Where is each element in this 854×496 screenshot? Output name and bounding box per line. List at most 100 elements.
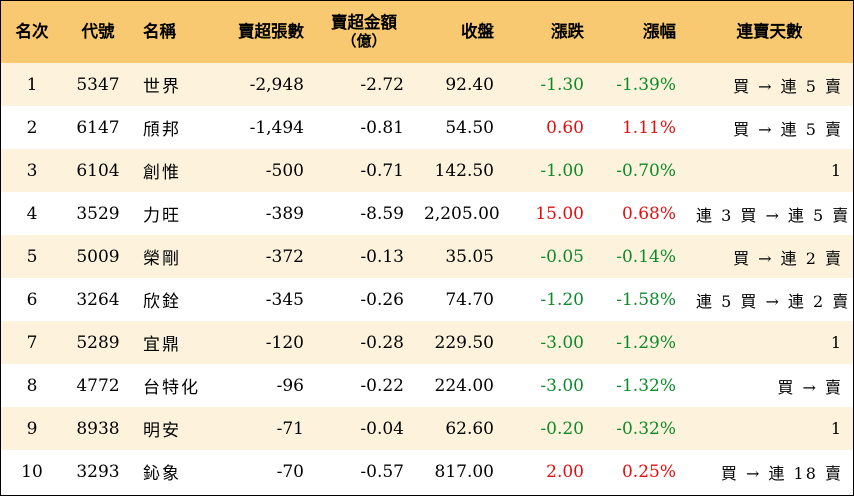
- cell-net-sell-lots: -70: [276, 461, 304, 482]
- header-row: 名次 代號 名稱 賣超張數 賣超金額 （億） 收盤 漲跌 漲幅 連賣天數: [1, 1, 853, 63]
- cell-close: 62.60: [445, 418, 494, 439]
- cell-change-pct: 0.68%: [621, 203, 676, 224]
- cell-rank: 8: [26, 375, 38, 396]
- header-net-sell-amount: 賣超金額 （億）: [314, 1, 414, 63]
- header-change: 漲跌: [551, 21, 584, 41]
- cell-net-sell-lots: -2,948: [249, 74, 304, 95]
- cell-net-sell-amount: -0.22: [360, 375, 404, 396]
- cell-change: -1.20: [540, 289, 584, 310]
- cell-net-sell-amount: -0.13: [360, 246, 404, 267]
- cell-change: -1.00: [540, 160, 584, 181]
- cell-code: 6147: [76, 117, 120, 138]
- cell-net-sell-amount: -2.72: [360, 74, 404, 95]
- cell-name: 創惟: [143, 163, 181, 183]
- cell-change-pct: 0.25%: [621, 461, 676, 482]
- cell-net-sell-lots: -500: [265, 160, 304, 181]
- cell-name: 鈊象: [143, 464, 181, 484]
- cell-streak: 買 → 連 5 賣: [733, 76, 843, 96]
- cell-net-sell-amount: -0.26: [360, 289, 404, 310]
- header-code: 代號: [81, 21, 115, 41]
- table-row: 1 5347 世界 -2,948 -2.72 92.40 -1.30 -1.39% 買 → 連 …: [1, 63, 853, 106]
- header-net-sell-amount-unit: （億）: [341, 31, 387, 50]
- cell-code: 6104: [76, 160, 120, 181]
- cell-net-sell-lots: -1,494: [249, 117, 304, 138]
- cell-rank: 2: [26, 117, 38, 138]
- cell-close: 817.00: [434, 461, 494, 482]
- cell-rank: 10: [21, 461, 43, 482]
- table-row: 10 3293 鈊象 -70 -0.57 817.00 2.00 0.25% 買 → 連 18 …: [1, 450, 853, 493]
- cell-close: 2,205.00: [424, 203, 500, 224]
- cell-code: 3264: [76, 289, 120, 310]
- cell-net-sell-lots: -345: [265, 289, 304, 310]
- header-name: 名稱: [143, 21, 176, 41]
- cell-name: 欣銓: [143, 292, 181, 312]
- header-net-sell-amount-label: 賣超金額: [331, 12, 397, 32]
- cell-net-sell-lots: -71: [276, 418, 304, 439]
- cell-close: 54.50: [445, 117, 494, 138]
- table-row: 8 4772 台特化 -96 -0.22 224.00 -3.00 -1.32% 買 → 賣: [1, 364, 853, 407]
- table-row: 5 5009 榮剛 -372 -0.13 35.05 -0.05 -0.14% 買 → 連 2 …: [1, 235, 853, 278]
- cell-change: 2.00: [546, 461, 584, 482]
- cell-change-pct: 1.11%: [621, 117, 676, 138]
- cell-net-sell-amount: -0.57: [360, 461, 404, 482]
- cell-code: 5289: [76, 332, 120, 353]
- header-net-sell-lots: 賣超張數: [238, 21, 304, 41]
- cell-net-sell-amount: -0.71: [360, 160, 404, 181]
- cell-name: 力旺: [143, 206, 181, 226]
- cell-net-sell-lots: -96: [276, 375, 304, 396]
- cell-name: 宜鼎: [143, 335, 181, 355]
- header-rank: 名次: [15, 21, 49, 41]
- cell-change: 15.00: [535, 203, 584, 224]
- cell-change: 0.60: [546, 117, 584, 138]
- cell-close: 92.40: [445, 74, 494, 95]
- cell-rank: 5: [26, 246, 38, 267]
- cell-close: 35.05: [445, 246, 494, 267]
- cell-net-sell-lots: -120: [265, 332, 304, 353]
- table-row: 4 3529 力旺 -389 -8.59 2,205.00 15.00 0.68% 連 3 買 …: [1, 192, 853, 235]
- cell-code: 5009: [76, 246, 120, 267]
- cell-streak: 1: [830, 419, 843, 438]
- header-change-pct: 漲幅: [643, 21, 676, 41]
- cell-net-sell-amount: -8.59: [360, 203, 404, 224]
- table-row: 7 5289 宜鼎 -120 -0.28 229.50 -3.00 -1.29% 1: [1, 321, 853, 364]
- cell-change: -3.00: [540, 332, 584, 353]
- cell-close: 74.70: [445, 289, 494, 310]
- cell-streak: 連 5 買 → 連 2 賣: [696, 291, 851, 311]
- cell-change-pct: -0.32%: [616, 418, 676, 439]
- cell-change-pct: -1.32%: [616, 375, 676, 396]
- cell-net-sell-lots: -372: [265, 246, 304, 267]
- cell-code: 3529: [76, 203, 120, 224]
- cell-net-sell-amount: -0.04: [360, 418, 404, 439]
- cell-change-pct: -1.39%: [616, 74, 676, 95]
- cell-close: 229.50: [434, 332, 494, 353]
- cell-rank: 9: [26, 418, 38, 439]
- cell-rank: 3: [26, 160, 38, 181]
- cell-streak: 買 → 賣: [777, 377, 843, 397]
- cell-code: 8938: [76, 418, 120, 439]
- cell-streak: 買 → 連 18 賣: [720, 463, 843, 483]
- cell-net-sell-amount: -0.28: [360, 332, 404, 353]
- cell-name: 頎邦: [143, 120, 181, 140]
- cell-name: 世界: [143, 77, 181, 97]
- cell-code: 5347: [76, 74, 120, 95]
- table-body: 1 5347 世界 -2,948 -2.72 92.40 -1.30 -1.39% 買 → 連 …: [1, 63, 853, 493]
- cell-rank: 1: [26, 74, 38, 95]
- cell-rank: 6: [26, 289, 38, 310]
- cell-change: -1.30: [540, 74, 584, 95]
- cell-streak: 1: [830, 333, 843, 352]
- cell-change-pct: -1.29%: [616, 332, 676, 353]
- cell-change: -0.05: [540, 246, 584, 267]
- cell-net-sell-amount: -0.81: [360, 117, 404, 138]
- cell-name: 榮剛: [143, 249, 181, 269]
- cell-change-pct: -1.58%: [616, 289, 676, 310]
- cell-streak: 連 3 買 → 連 5 賣: [696, 205, 851, 225]
- table-row: 9 8938 明安 -71 -0.04 62.60 -0.20 -0.32% 1: [1, 407, 853, 450]
- cell-change-pct: -0.70%: [616, 160, 676, 181]
- cell-change-pct: -0.14%: [616, 246, 676, 267]
- header-close: 收盤: [461, 21, 494, 41]
- table-row: 3 6104 創惟 -500 -0.71 142.50 -1.00 -0.70% 1: [1, 149, 853, 192]
- header-streak: 連賣天數: [736, 21, 803, 41]
- table-row: 6 3264 欣銓 -345 -0.26 74.70 -1.20 -1.58% 連 5 買 → …: [1, 278, 853, 321]
